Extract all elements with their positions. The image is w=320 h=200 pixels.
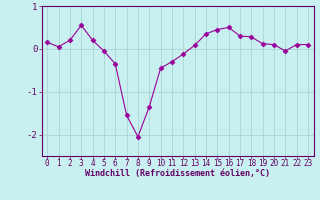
X-axis label: Windchill (Refroidissement éolien,°C): Windchill (Refroidissement éolien,°C) [85, 169, 270, 178]
